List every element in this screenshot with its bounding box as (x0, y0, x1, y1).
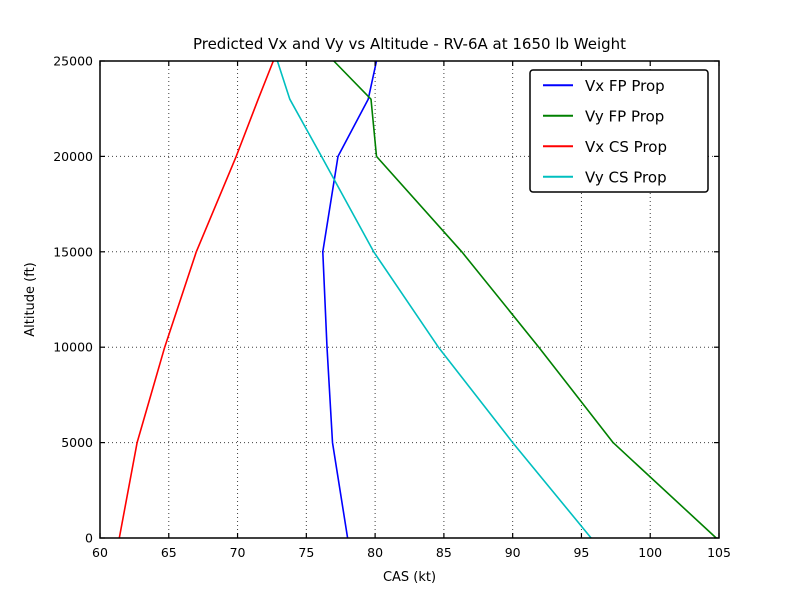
series-layer (118, 60, 717, 539)
y-tick-label: 10000 (53, 340, 93, 355)
legend-label: Vy FP Prop (585, 107, 664, 125)
x-tick-label: 85 (436, 545, 452, 560)
y-axis-label: Altitude (ft) (23, 262, 38, 337)
series-line-vy-cs-prop (276, 60, 592, 539)
plot-frame (99, 60, 720, 539)
x-tick-label: 105 (707, 545, 731, 560)
x-tick-label: 65 (161, 545, 177, 560)
series-line-vx-fp-prop (321, 60, 378, 539)
x-tick-label: 95 (573, 545, 589, 560)
y-tick-label: 25000 (53, 54, 93, 69)
chart-title: Predicted Vx and Vy vs Altitude - RV-6A … (193, 35, 626, 53)
y-tick-label: 15000 (53, 244, 93, 259)
series-line-vx-cs-prop (118, 60, 275, 539)
legend-box (529, 69, 709, 193)
series-line-vy-fp-prop (333, 60, 717, 539)
legend-label: Vx CS Prop (585, 138, 667, 156)
x-tick-label: 100 (638, 545, 662, 560)
x-tick-label: 90 (505, 545, 521, 560)
legend-label: Vx FP Prop (585, 77, 665, 95)
y-tick-label: 5000 (61, 435, 93, 450)
tick-label-layer: 60 65 70 75 80 85 90 95 100 105 0 5000 10000 15000 200… (53, 54, 731, 561)
legend-label: Vy CS Prop (585, 168, 667, 186)
y-tick-label: 0 (85, 531, 93, 546)
x-tick-label: 80 (367, 545, 383, 560)
y-tick-label: 20000 (53, 149, 93, 164)
x-axis-label: CAS (kt) (383, 570, 436, 585)
x-tick-label: 70 (230, 545, 246, 560)
x-tick-label: 75 (298, 545, 314, 560)
legend: Vx FP Prop Vy FP Prop Vx CS Prop Vy CS Prop (529, 69, 709, 193)
x-tick-label: 60 (92, 545, 108, 560)
